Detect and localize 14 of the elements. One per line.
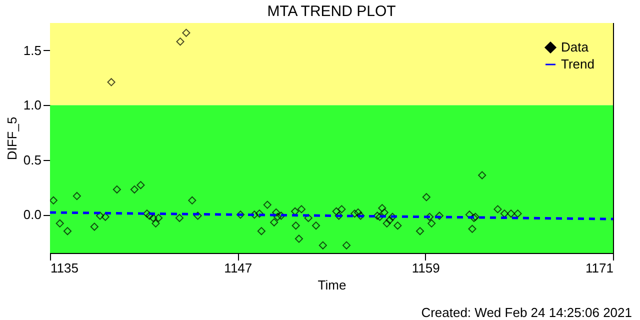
x-tick-label: 1159	[412, 260, 440, 276]
y-tick-label: 0.0	[23, 207, 42, 222]
y-tick-label: 0.5	[23, 152, 42, 168]
x-axis-title: Time	[318, 278, 346, 292]
legend-label: Data	[561, 40, 590, 54]
text: Created: Wed Feb 24 14:25:06 2021	[421, 305, 632, 320]
legend-label: Trend	[561, 56, 594, 72]
x-tick-label: 1147	[224, 260, 252, 276]
x-tick-label: 1171	[586, 260, 614, 276]
y-tick-label: 1.5	[23, 42, 42, 58]
x-tick-label: 1135	[50, 260, 78, 276]
y-axis-title: DIFF_5	[4, 116, 20, 160]
y-tick-label: 1.0	[23, 98, 42, 113]
chart-title: MTA TREND PLOT	[267, 3, 396, 20]
